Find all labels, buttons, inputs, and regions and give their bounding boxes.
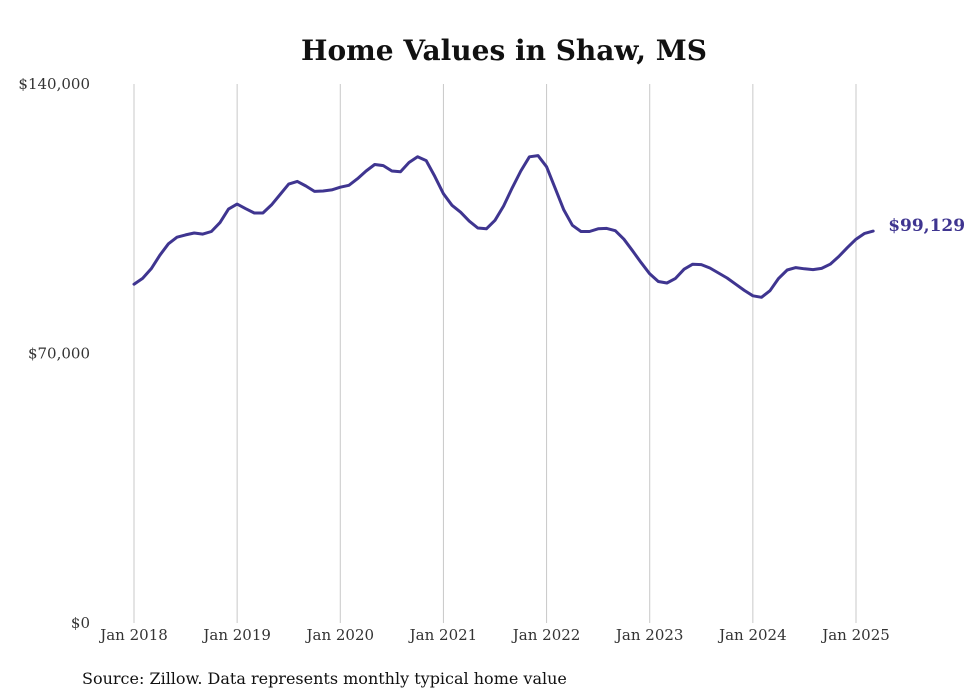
y-tick-label: $140,000 [18, 75, 90, 93]
series-line-home-value [132, 154, 875, 299]
y-axis-ticks: $0 $70,000 $140,000 [18, 75, 90, 632]
x-tick-label: Jan 2023 [614, 626, 684, 644]
end-value-label: $99,129 [888, 216, 965, 236]
y-tick-label: $70,000 [28, 345, 90, 363]
chart-title: Home Values in Shaw, MS [301, 34, 707, 67]
x-tick-label: Jan 2021 [408, 626, 478, 644]
grid-lines [133, 84, 857, 623]
x-tick-label: Jan 2018 [98, 626, 168, 644]
x-tick-label: Jan 2020 [305, 626, 375, 644]
x-tick-label: Jan 2019 [201, 626, 271, 644]
x-tick-label: Jan 2022 [511, 626, 581, 644]
x-axis-ticks: Jan 2018 Jan 2019 Jan 2020 Jan 2021 Jan 2022… [98, 626, 890, 644]
x-tick-label: Jan 2024 [717, 626, 787, 644]
source-note: Source: Zillow. Data represents monthly … [82, 669, 567, 688]
y-tick-label: $0 [71, 614, 90, 632]
x-tick-label: Jan 2025 [820, 626, 890, 644]
